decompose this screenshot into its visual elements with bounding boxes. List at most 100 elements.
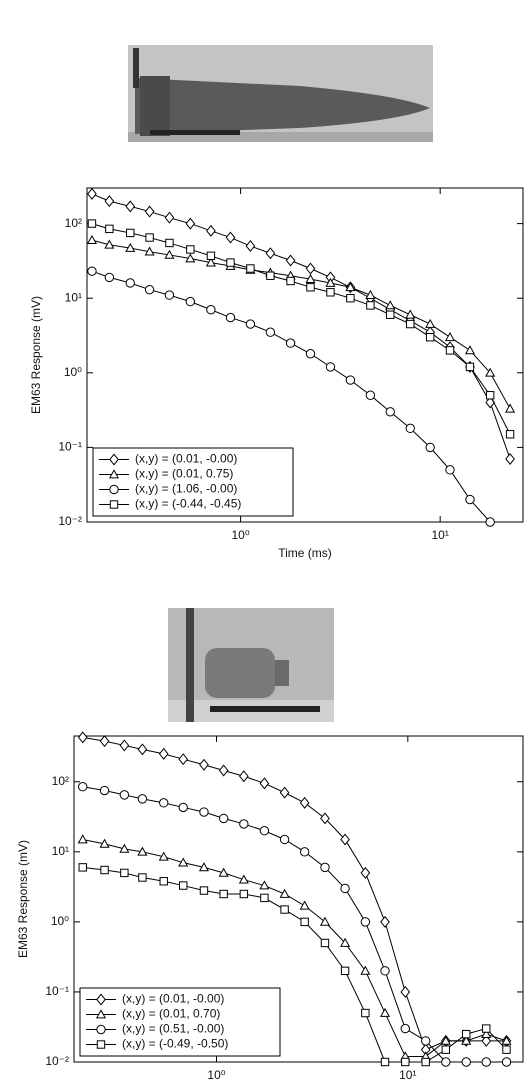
marker <box>299 900 310 910</box>
marker <box>119 843 130 853</box>
x-tick-label: 10⁰ <box>232 528 250 542</box>
marker <box>285 254 296 267</box>
y-tick-label: 10² <box>52 774 69 788</box>
marker <box>445 346 455 355</box>
marker <box>285 338 296 348</box>
marker <box>199 807 209 817</box>
marker <box>104 239 115 249</box>
x-axis-label: Time (ms) <box>278 546 332 560</box>
marker <box>159 798 169 808</box>
y-axis-label: EM63 Response (mV) <box>29 296 43 414</box>
legend-marker <box>109 453 119 466</box>
marker <box>265 327 276 337</box>
marker <box>144 284 155 295</box>
marker <box>485 517 495 527</box>
legend-marker <box>108 469 120 479</box>
marker <box>300 917 309 927</box>
legend-label: (x,y) = (0.01, -0.00) <box>122 992 224 1006</box>
marker <box>502 1045 511 1054</box>
marker <box>462 1029 471 1039</box>
marker <box>346 293 355 303</box>
y-tick-label: 10⁻² <box>45 1054 69 1068</box>
marker <box>306 283 315 292</box>
marker <box>165 238 174 248</box>
marker <box>186 245 195 254</box>
marker <box>164 249 175 259</box>
marker <box>485 391 495 400</box>
marker <box>400 1023 410 1034</box>
marker <box>137 743 148 756</box>
marker <box>326 288 335 297</box>
marker <box>226 258 235 267</box>
legend-label: (x,y) = (-0.49, -0.50) <box>122 1037 228 1051</box>
marker <box>239 819 249 829</box>
marker <box>505 452 515 465</box>
marker <box>104 195 115 208</box>
marker <box>159 877 168 886</box>
marker <box>279 834 290 845</box>
marker <box>501 1035 512 1045</box>
marker <box>465 494 475 505</box>
marker <box>441 1057 451 1067</box>
marker <box>461 1035 472 1045</box>
x-tick-label: 10⁰ <box>207 1068 225 1082</box>
marker <box>385 407 395 417</box>
marker <box>86 234 98 245</box>
marker <box>360 965 371 975</box>
marker <box>158 851 169 861</box>
marker <box>206 224 216 237</box>
marker <box>205 257 216 267</box>
marker <box>481 1028 492 1038</box>
marker <box>425 318 436 328</box>
y-tick-label: 10¹ <box>52 844 69 858</box>
marker <box>87 266 97 276</box>
marker <box>481 1034 492 1047</box>
marker <box>305 262 316 275</box>
marker <box>259 826 270 836</box>
marker <box>185 217 196 230</box>
x-tick-label: 10¹ <box>432 528 449 542</box>
marker <box>380 915 390 928</box>
marker <box>345 282 356 292</box>
marker <box>178 802 188 813</box>
marker <box>178 857 189 867</box>
projectile-photo <box>128 45 433 142</box>
series-line <box>91 193 511 460</box>
marker <box>77 834 88 844</box>
marker <box>305 349 316 359</box>
marker <box>238 874 249 884</box>
marker <box>144 246 155 256</box>
marker <box>206 251 216 261</box>
marker <box>179 881 188 890</box>
series-line <box>82 736 507 1051</box>
marker <box>299 796 310 809</box>
marker <box>164 211 175 224</box>
marker <box>425 333 435 342</box>
legend-marker <box>96 1040 106 1049</box>
marker <box>465 362 475 372</box>
legend-label: (x,y) = (-0.44, -0.45) <box>135 497 241 511</box>
marker <box>505 403 516 413</box>
marker <box>279 786 290 799</box>
legend-marker <box>109 500 119 509</box>
marker <box>119 790 130 800</box>
marker <box>218 764 229 777</box>
marker <box>137 794 148 804</box>
marker <box>405 309 416 319</box>
legend-label: (x,y) = (0.51, -0.00) <box>122 1022 224 1036</box>
marker <box>340 833 350 846</box>
marker <box>320 938 330 948</box>
marker <box>78 863 87 872</box>
marker <box>87 187 97 200</box>
legend-marker <box>109 484 119 495</box>
marker <box>325 362 336 372</box>
legend-label: (x,y) = (1.06, -0.00) <box>135 482 237 496</box>
marker <box>380 1057 390 1067</box>
marker <box>421 1057 430 1067</box>
marker <box>400 985 411 998</box>
y-tick-label: 10¹ <box>65 290 82 304</box>
marker <box>385 300 396 310</box>
marker <box>199 758 209 771</box>
marker <box>125 200 136 213</box>
marker <box>319 916 331 926</box>
